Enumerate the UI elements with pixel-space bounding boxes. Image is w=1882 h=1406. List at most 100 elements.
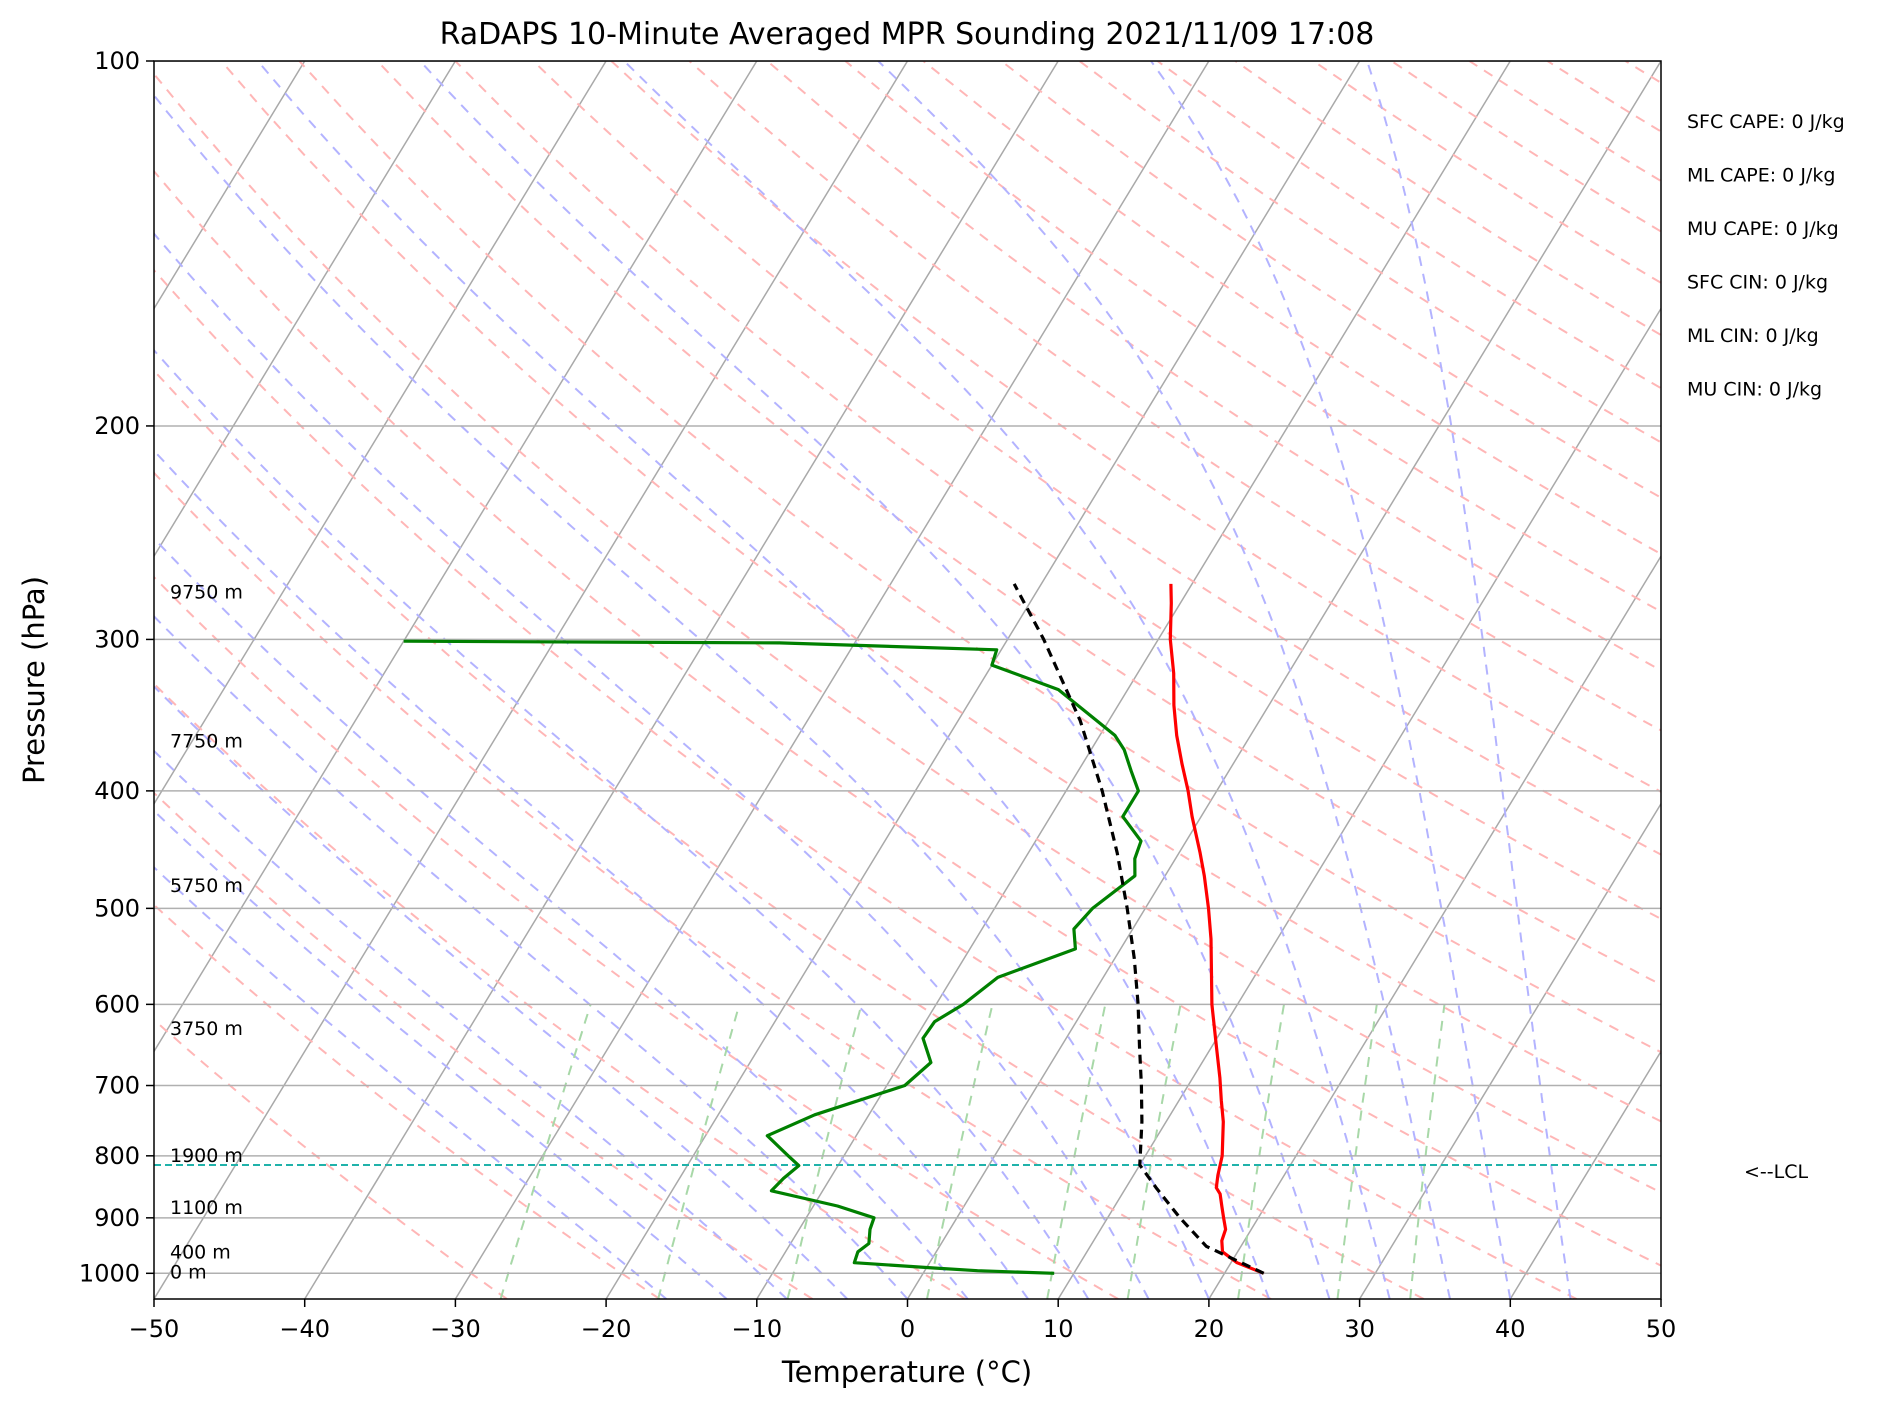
dry-adiabat-line xyxy=(376,61,1661,986)
isotherm-line xyxy=(1812,61,1882,1299)
isotherm-line xyxy=(154,61,457,558)
dry-adiabat-line xyxy=(154,72,1661,1194)
x-tick-label: 50 xyxy=(1646,1315,1677,1343)
moist-adiabat-line xyxy=(419,61,1331,1299)
isotherm-line xyxy=(1208,554,1661,1299)
dry-adiabat-line xyxy=(1781,61,1882,1299)
y-tick-label: 300 xyxy=(94,625,140,653)
height-label: 1100 m xyxy=(170,1197,243,1219)
y-tick-label: 900 xyxy=(94,1204,140,1232)
x-tick-label: 0 xyxy=(900,1315,915,1343)
y-tick-label: 400 xyxy=(94,777,140,805)
isotherm-line xyxy=(906,61,1661,1299)
y-tick-label: 700 xyxy=(94,1072,140,1100)
index-label: MU CAPE: 0 J/kg xyxy=(1687,218,1839,240)
dry-adiabat-line xyxy=(154,169,1661,1267)
moist-adiabat-line xyxy=(877,61,1451,1299)
moist-adiabat-line xyxy=(154,449,1029,1299)
isotherm-line xyxy=(454,61,1210,1299)
moist-adiabat-line xyxy=(154,537,969,1299)
temperature-line xyxy=(1168,583,1265,1275)
isotherm-line xyxy=(154,61,909,1299)
pressure-grid xyxy=(154,61,1661,1275)
mixing-ratio-line xyxy=(1046,1004,1107,1299)
moist-adiabat-line xyxy=(154,809,728,1299)
isotherm-line xyxy=(1358,802,1661,1299)
mixing-ratio-line xyxy=(657,1004,741,1299)
y-axis-title: Pressure (hPa) xyxy=(17,576,51,784)
dry-adiabat-line xyxy=(1859,61,1882,1299)
dry-adiabat-line xyxy=(154,575,1119,1299)
dry-adiabat-line xyxy=(532,61,1661,856)
height-label: 400 m xyxy=(170,1241,231,1263)
isotherm-line xyxy=(154,61,607,806)
lcl-label: <--LCL xyxy=(1744,1161,1808,1183)
mixing-ratio-line xyxy=(1126,1004,1182,1299)
isotherm-line xyxy=(1660,1297,1661,1299)
mixing-ratio-line xyxy=(786,1004,863,1299)
x-tick-label: −20 xyxy=(581,1315,632,1343)
x-tick-label: −40 xyxy=(279,1315,330,1343)
x-tick-label: 10 xyxy=(1043,1315,1074,1343)
isotherm-line xyxy=(154,61,758,1053)
dry-adiabat-line xyxy=(154,268,1578,1299)
x-tick-label: −10 xyxy=(731,1315,782,1343)
x-tick-label: −50 xyxy=(129,1315,180,1343)
x-tick-label: 40 xyxy=(1495,1315,1526,1343)
y-tick-label: 800 xyxy=(94,1142,140,1170)
isotherm-line xyxy=(154,61,306,311)
dry-adiabat-line xyxy=(154,369,1425,1299)
height-label: 1900 m xyxy=(170,1145,243,1167)
x-tick-label: −30 xyxy=(430,1315,481,1343)
isotherm-line xyxy=(1509,1049,1661,1299)
dry-adiabat-line xyxy=(844,61,1661,613)
index-label: MU CIN: 0 J/kg xyxy=(1687,379,1822,401)
dry-adiabat-line xyxy=(1703,61,1882,1299)
mixing-ratio-line xyxy=(499,1004,592,1299)
dry-adiabat-line xyxy=(1624,61,1661,84)
height-label: 3750 m xyxy=(170,1018,243,1040)
chart-title: RaDAPS 10-Minute Averaged MPR Sounding 2… xyxy=(440,17,1375,52)
x-axis-ticks: −50 −40 −30 −20 −10 0 10 20 30 40 50 xyxy=(129,1299,1677,1343)
x-tick-label: 20 xyxy=(1194,1315,1225,1343)
x-axis-title: Temperature (°C) xyxy=(781,1355,1032,1389)
dewpoint-line xyxy=(403,639,1143,1275)
mixing-ratio-line xyxy=(1336,1004,1378,1299)
index-label: SFC CIN: 0 J/kg xyxy=(1687,272,1828,294)
isotherm-line xyxy=(1057,307,1661,1299)
y-tick-label: 100 xyxy=(94,47,140,75)
dry-adiabat-line xyxy=(220,61,1661,1123)
isotherm-line xyxy=(0,61,3,1299)
height-label: 7750 m xyxy=(170,731,243,753)
height-label: 9750 m xyxy=(170,582,243,604)
moist-adiabat-line xyxy=(154,614,909,1299)
dry-adiabat-line xyxy=(154,1018,508,1299)
moist-adiabat-line xyxy=(154,749,788,1299)
moist-adiabat-line xyxy=(623,61,1391,1299)
moist-adiabat-line xyxy=(1366,61,1572,1299)
dry-adiabat-line xyxy=(154,791,814,1299)
mixing-ratio-line xyxy=(1409,1004,1446,1299)
y-tick-label: 1000 xyxy=(79,1259,140,1287)
mixing-ratio-line xyxy=(926,1004,994,1299)
y-tick-label: 200 xyxy=(94,412,140,440)
isotherm-line xyxy=(304,61,1059,1299)
index-label: ML CIN: 0 J/kg xyxy=(1687,325,1819,347)
moist-adiabat-line xyxy=(154,232,1150,1299)
isotherm-line xyxy=(605,61,1361,1299)
indices-panel: SFC CAPE: 0 J/kg ML CAPE: 0 J/kg MU CAPE: … xyxy=(1687,111,1845,401)
moist-adiabat-line xyxy=(257,61,1271,1299)
sounding-series xyxy=(403,583,1265,1275)
index-label: ML CAPE: 0 J/kg xyxy=(1687,165,1835,187)
moist-adiabat-line xyxy=(154,866,668,1299)
y-tick-label: 500 xyxy=(94,894,140,922)
dry-adiabat-line xyxy=(688,61,1661,732)
height-labels: 9750 m 7750 m 5750 m 3750 m 1900 m 1100 m 400 … xyxy=(170,582,243,1284)
height-label: 0 m xyxy=(170,1261,207,1283)
background-lines xyxy=(0,61,1882,1299)
index-label: SFC CAPE: 0 J/kg xyxy=(1687,111,1845,133)
dry-adiabat-line xyxy=(154,903,661,1299)
mixing-ratio-line xyxy=(1237,1004,1285,1299)
moist-adiabat-line xyxy=(154,93,1210,1299)
